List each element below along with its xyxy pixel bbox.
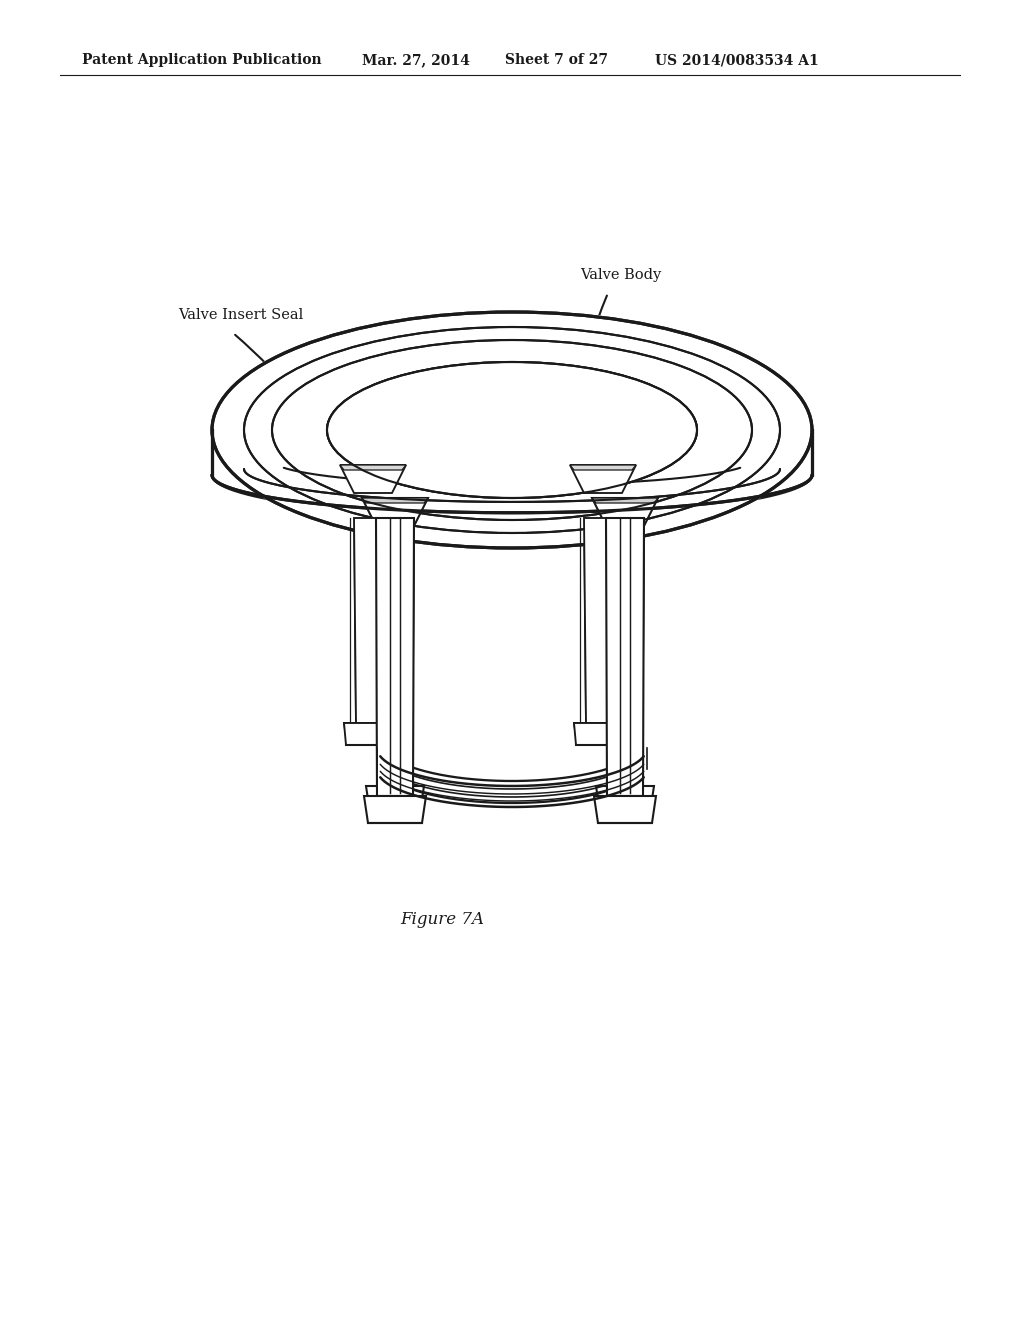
Polygon shape — [344, 723, 402, 744]
Polygon shape — [584, 517, 622, 723]
Polygon shape — [362, 498, 428, 503]
Polygon shape — [570, 465, 636, 470]
Text: Valve Insert Seal: Valve Insert Seal — [178, 308, 303, 322]
Polygon shape — [594, 796, 656, 822]
Polygon shape — [362, 498, 428, 503]
Polygon shape — [366, 785, 424, 807]
Polygon shape — [354, 492, 392, 723]
Polygon shape — [364, 796, 426, 822]
Polygon shape — [340, 465, 406, 470]
Polygon shape — [344, 723, 402, 743]
Polygon shape — [592, 498, 658, 525]
Polygon shape — [592, 498, 658, 503]
Polygon shape — [596, 785, 654, 807]
Polygon shape — [592, 498, 658, 503]
Text: Figure 7A: Figure 7A — [400, 912, 484, 928]
Polygon shape — [570, 465, 636, 492]
Text: US 2014/0083534 A1: US 2014/0083534 A1 — [655, 53, 819, 67]
Polygon shape — [354, 517, 392, 723]
Text: Sheet 7 of 27: Sheet 7 of 27 — [505, 53, 608, 67]
Text: Valve Body: Valve Body — [580, 268, 662, 282]
Polygon shape — [362, 498, 428, 525]
Polygon shape — [340, 465, 406, 470]
Text: Patent Application Publication: Patent Application Publication — [82, 53, 322, 67]
Polygon shape — [574, 723, 632, 744]
Ellipse shape — [327, 362, 697, 498]
Polygon shape — [606, 525, 644, 785]
Polygon shape — [340, 465, 406, 492]
Polygon shape — [376, 525, 414, 785]
Polygon shape — [340, 465, 406, 492]
Polygon shape — [570, 465, 636, 470]
Text: Mar. 27, 2014: Mar. 27, 2014 — [362, 53, 470, 67]
Ellipse shape — [210, 310, 814, 550]
Polygon shape — [606, 517, 644, 796]
Polygon shape — [376, 517, 414, 796]
Polygon shape — [574, 723, 632, 743]
Polygon shape — [570, 465, 636, 492]
Polygon shape — [362, 498, 428, 525]
Ellipse shape — [212, 312, 812, 548]
Polygon shape — [592, 498, 658, 525]
Polygon shape — [584, 492, 622, 723]
